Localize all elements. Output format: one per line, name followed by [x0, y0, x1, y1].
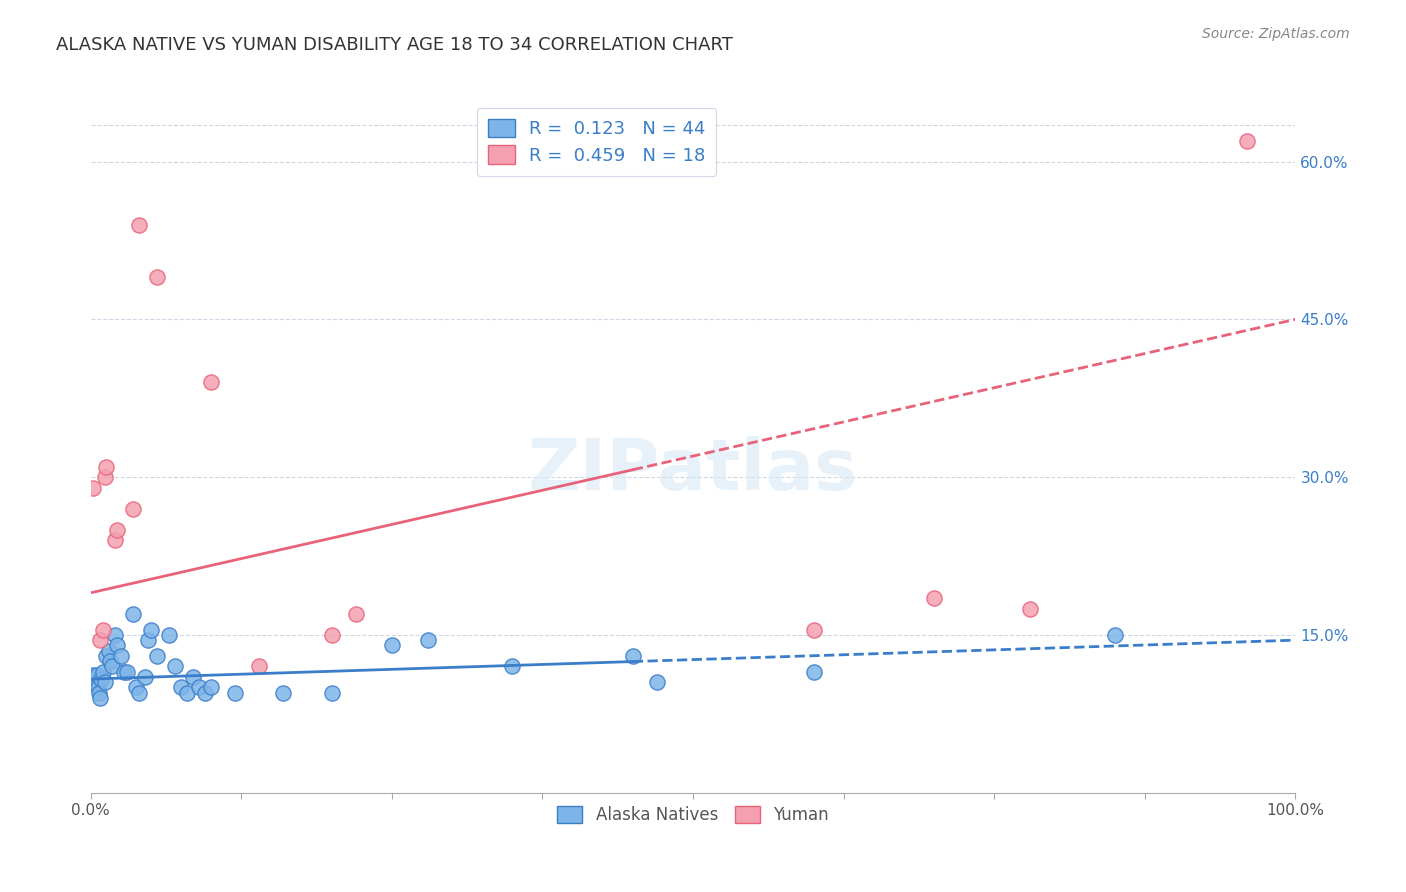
Point: [97, 643, 120, 657]
Point: [134, 670, 156, 684]
Point: [922, 591, 945, 605]
Text: ZIPatlas: ZIPatlas: [529, 436, 858, 505]
Point: [98, 654, 121, 668]
Point: [803, 665, 825, 679]
Point: [89, 691, 111, 706]
Point: [146, 648, 169, 663]
Point: [121, 501, 143, 516]
Point: [501, 659, 523, 673]
Point: [87, 681, 110, 695]
Legend: Alaska Natives, Yuman: Alaska Natives, Yuman: [547, 797, 839, 834]
Point: [1019, 601, 1042, 615]
Point: [1104, 628, 1126, 642]
Point: [803, 623, 825, 637]
Point: [381, 639, 404, 653]
Point: [87, 686, 110, 700]
Point: [188, 681, 211, 695]
Point: [101, 659, 124, 673]
Point: [112, 665, 135, 679]
Point: [170, 681, 193, 695]
Point: [247, 659, 270, 673]
Point: [139, 623, 162, 637]
Point: [94, 470, 117, 484]
Point: [146, 270, 169, 285]
Point: [91, 665, 114, 679]
Point: [96, 459, 118, 474]
Point: [86, 668, 108, 682]
Point: [224, 686, 246, 700]
Point: [157, 628, 180, 642]
Point: [128, 218, 150, 232]
Point: [89, 633, 111, 648]
Point: [194, 686, 217, 700]
Text: Source: ZipAtlas.com: Source: ZipAtlas.com: [1202, 27, 1350, 41]
Point: [82, 481, 104, 495]
Point: [115, 665, 138, 679]
Point: [621, 648, 644, 663]
Point: [96, 648, 118, 663]
Point: [121, 607, 143, 621]
Point: [1236, 134, 1258, 148]
Point: [645, 675, 668, 690]
Point: [94, 675, 117, 690]
Point: [82, 668, 104, 682]
Point: [128, 686, 150, 700]
Point: [110, 648, 132, 663]
Point: [273, 686, 295, 700]
Point: [344, 607, 367, 621]
Point: [176, 686, 198, 700]
Point: [84, 672, 107, 686]
Text: ALASKA NATIVE VS YUMAN DISABILITY AGE 18 TO 34 CORRELATION CHART: ALASKA NATIVE VS YUMAN DISABILITY AGE 18…: [56, 36, 733, 54]
Point: [105, 639, 128, 653]
Point: [104, 628, 127, 642]
Point: [321, 628, 343, 642]
Point: [105, 523, 128, 537]
Point: [91, 623, 114, 637]
Point: [200, 376, 222, 390]
Point: [83, 675, 105, 690]
Point: [321, 686, 343, 700]
Point: [90, 672, 112, 686]
Point: [416, 633, 439, 648]
Point: [163, 659, 186, 673]
Point: [181, 670, 204, 684]
Point: [138, 633, 160, 648]
Point: [125, 681, 148, 695]
Point: [104, 533, 127, 548]
Point: [200, 681, 222, 695]
